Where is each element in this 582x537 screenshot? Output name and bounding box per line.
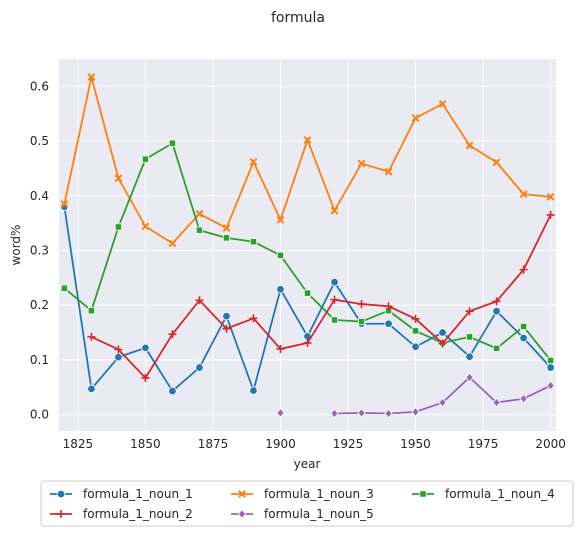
data-point [466, 353, 474, 361]
x-tick-labels: 1825 1850 1875 1900 1925 1950 1975 2000 [63, 437, 566, 451]
x-tick-label: 1975 [468, 437, 499, 451]
legend-label: formula_1_noun_4 [445, 487, 555, 501]
y-tick-label: 0.2 [30, 298, 49, 312]
data-point [304, 290, 310, 296]
legend-label: formula_1_noun_5 [264, 507, 374, 521]
data-point [250, 387, 258, 395]
data-point [331, 317, 337, 323]
legend-label: formula_1_noun_3 [264, 487, 374, 501]
data-point [358, 318, 364, 324]
x-tick-label: 1950 [400, 437, 431, 451]
data-point [142, 156, 148, 162]
data-point [88, 385, 96, 393]
data-point [439, 329, 447, 337]
data-point [169, 387, 177, 395]
legend: formula_1_noun_1 formula_1_noun_3 formula_… [41, 481, 573, 526]
legend-label: formula_1_noun_2 [83, 507, 193, 521]
data-point [493, 345, 499, 351]
data-point [520, 334, 528, 342]
x-axis-label: year [294, 457, 321, 471]
data-point [466, 334, 472, 340]
data-point [331, 278, 339, 286]
data-point [196, 227, 202, 233]
data-point [115, 224, 121, 230]
data-point [196, 364, 204, 372]
data-point [61, 285, 67, 291]
y-tick-label: 0.5 [30, 134, 49, 148]
y-tick-label: 0.1 [30, 353, 49, 367]
x-tick-label: 1925 [333, 437, 364, 451]
data-point [277, 252, 283, 258]
chart-title: formula [271, 10, 325, 26]
legend-marker [420, 491, 426, 497]
y-tick-label: 0.0 [30, 408, 49, 422]
legend-label: formula_1_noun_1 [83, 487, 193, 501]
plot-area [59, 59, 556, 431]
y-tick-label: 0.3 [30, 243, 49, 257]
data-point [169, 140, 175, 146]
data-point [88, 307, 94, 313]
data-point [412, 328, 418, 334]
data-point [385, 320, 393, 328]
x-tick-label: 2000 [535, 437, 566, 451]
y-axis-label: word% [9, 225, 23, 266]
y-tick-label: 0.6 [30, 79, 49, 93]
x-tick-label: 1850 [130, 437, 161, 451]
data-point [277, 286, 285, 294]
data-point [250, 239, 256, 245]
x-tick-label: 1825 [63, 437, 94, 451]
y-tick-label: 0.4 [30, 189, 49, 203]
data-point [493, 307, 501, 315]
data-point [115, 353, 123, 361]
x-tick-label: 1875 [198, 437, 229, 451]
data-point [223, 235, 229, 241]
data-point [547, 364, 555, 372]
data-point [223, 312, 231, 320]
y-tick-labels: 0.0 0.1 0.2 0.3 0.4 0.5 0.6 [30, 79, 49, 421]
data-point [412, 343, 420, 351]
data-point [547, 357, 553, 363]
legend-marker [57, 490, 65, 498]
data-point [142, 344, 150, 352]
data-point [520, 323, 526, 329]
x-tick-label: 1900 [265, 437, 296, 451]
